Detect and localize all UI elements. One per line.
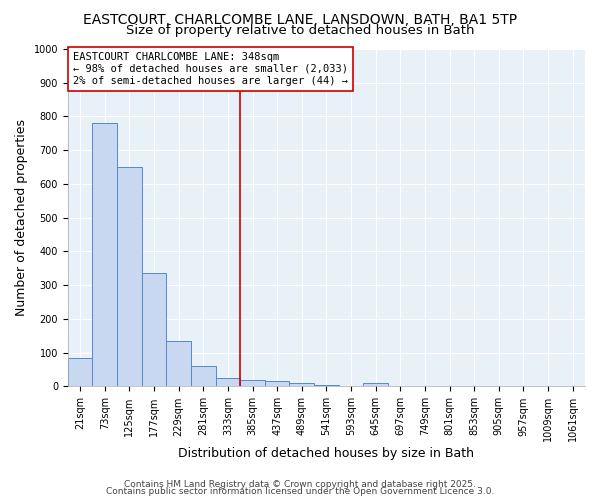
Text: Size of property relative to detached houses in Bath: Size of property relative to detached ho…	[126, 24, 474, 37]
Text: EASTCOURT CHARLCOMBE LANE: 348sqm
← 98% of detached houses are smaller (2,033)
2: EASTCOURT CHARLCOMBE LANE: 348sqm ← 98% …	[73, 52, 348, 86]
Bar	[191, 366, 215, 386]
Bar	[68, 358, 92, 386]
Text: Contains HM Land Registry data © Crown copyright and database right 2025.: Contains HM Land Registry data © Crown c…	[124, 480, 476, 489]
Bar	[265, 382, 289, 386]
Bar	[142, 274, 166, 386]
Text: EASTCOURT, CHARLCOMBE LANE, LANSDOWN, BATH, BA1 5TP: EASTCOURT, CHARLCOMBE LANE, LANSDOWN, BA…	[83, 12, 517, 26]
Text: Contains public sector information licensed under the Open Government Licence 3.: Contains public sector information licen…	[106, 487, 494, 496]
Bar	[240, 380, 265, 386]
Bar	[117, 167, 142, 386]
Bar	[92, 123, 117, 386]
Bar	[166, 341, 191, 386]
Bar	[289, 383, 314, 386]
Bar	[364, 383, 388, 386]
Y-axis label: Number of detached properties: Number of detached properties	[15, 119, 28, 316]
Bar	[314, 385, 339, 386]
Bar	[215, 378, 240, 386]
X-axis label: Distribution of detached houses by size in Bath: Distribution of detached houses by size …	[178, 447, 475, 460]
